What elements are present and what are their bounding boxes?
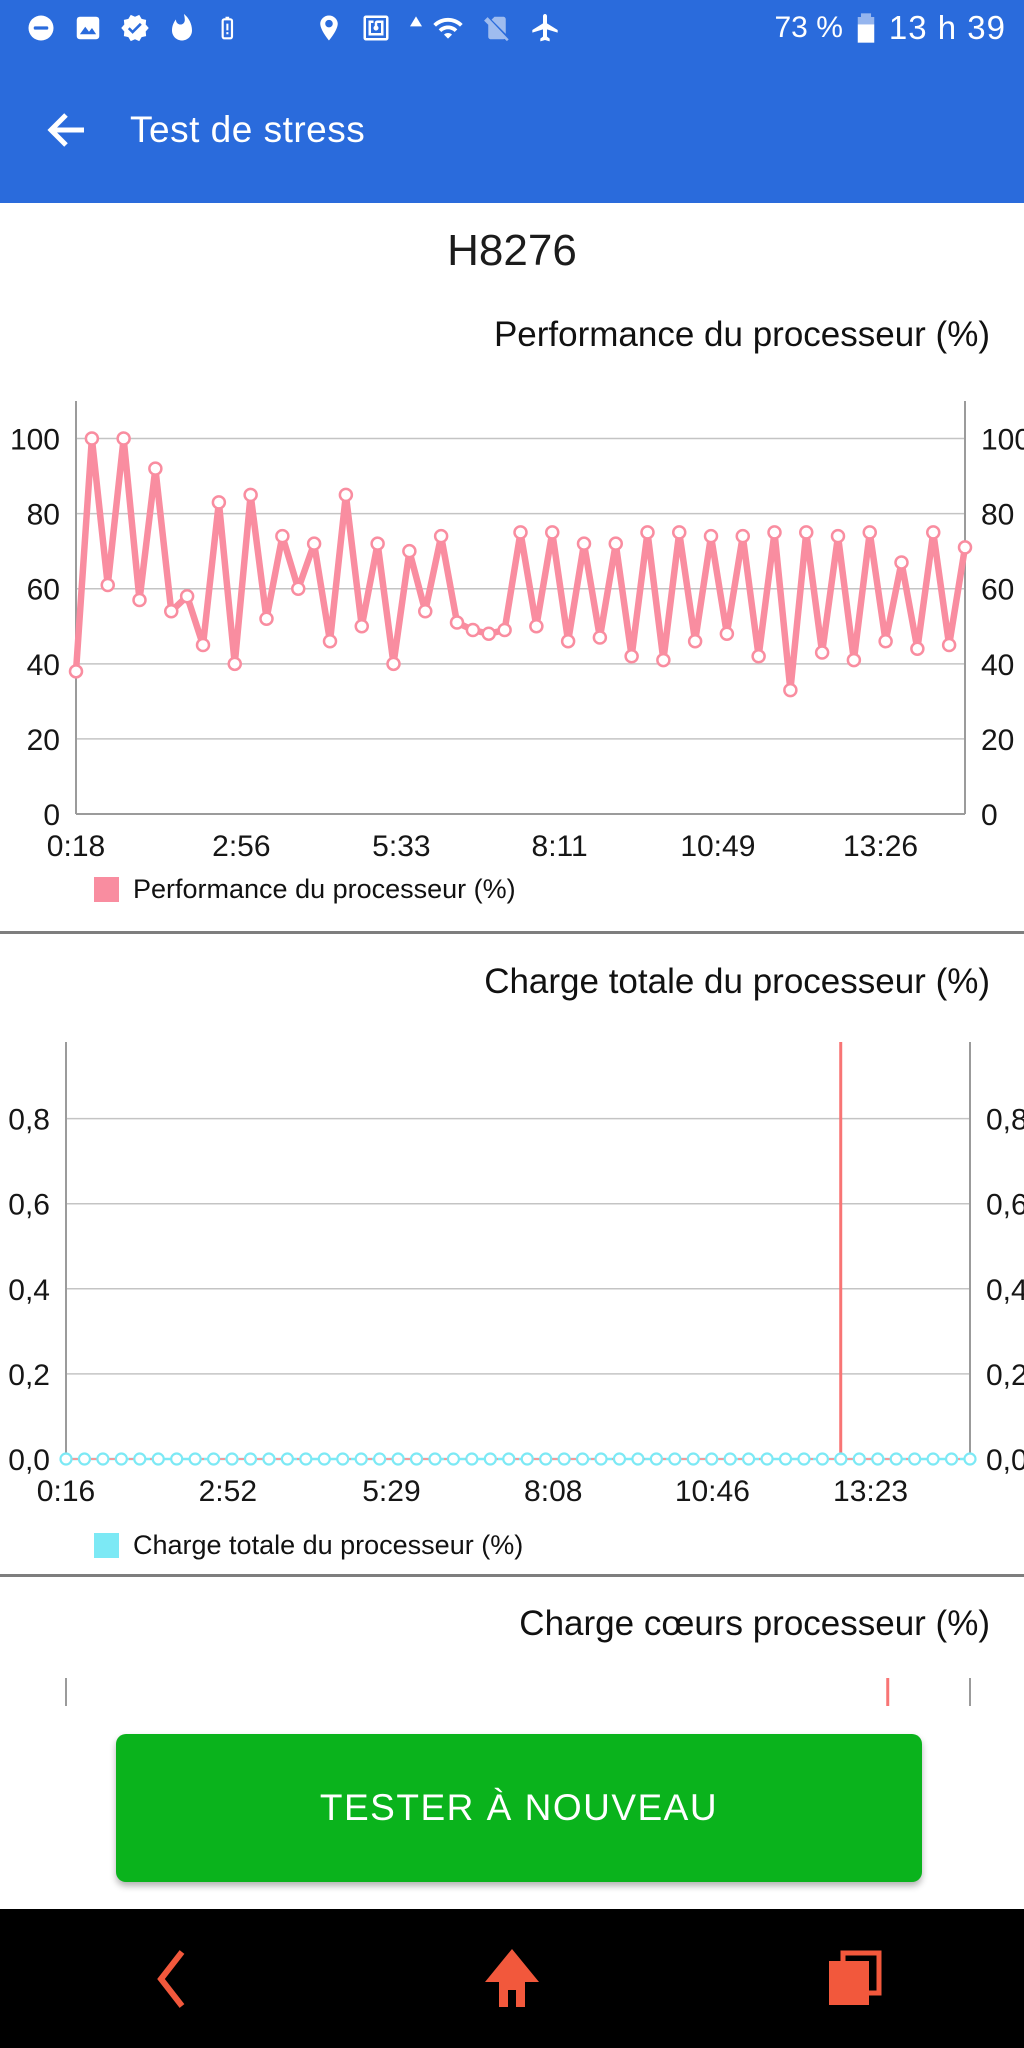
- nav-back-button[interactable]: [0, 1947, 341, 2011]
- core-load-chart-title: Charge cœurs processeur (%): [519, 1604, 990, 1643]
- location-icon: [314, 13, 344, 43]
- total-load-legend-swatch: [94, 1533, 119, 1558]
- nav-back-icon: [156, 1949, 185, 2008]
- core-load-chart: [0, 1676, 1024, 1708]
- performance-legend-label: Performance du processeur (%): [133, 874, 516, 904]
- svg-text:0,8: 0,8: [8, 1104, 50, 1137]
- svg-text:0,6: 0,6: [8, 1189, 50, 1222]
- svg-text:10:46: 10:46: [675, 1475, 750, 1508]
- svg-text:10:49: 10:49: [680, 830, 755, 863]
- total-load-chart-svg: 0,0 0,0 0,2 0,2 0,4 0,4 0,6 0,6 0,8 0,8 0:16 2:52 5:…: [8, 1042, 1024, 1508]
- svg-text:0,4: 0,4: [986, 1274, 1024, 1307]
- nav-home-icon: [484, 1948, 539, 2007]
- svg-text:0:16: 0:16: [37, 1475, 95, 1508]
- svg-text:0,4: 0,4: [8, 1274, 50, 1307]
- svg-text:0,0: 0,0: [986, 1444, 1024, 1477]
- svg-text:60: 60: [27, 574, 60, 607]
- badge-check-icon: [120, 13, 150, 43]
- svg-text:80: 80: [27, 499, 60, 532]
- wifi-icon: [431, 12, 465, 44]
- section-divider: [0, 931, 1024, 934]
- svg-text:2:56: 2:56: [212, 830, 270, 863]
- svg-text:0: 0: [981, 799, 998, 832]
- screenshot-icon: [73, 13, 103, 43]
- airplane-icon: [529, 12, 561, 44]
- total-load-legend-label: Charge totale du processeur (%): [133, 1530, 524, 1560]
- performance-chart-svg: 0 0 20 20 40 40 60 60 80 80 100 100 0:18 2:56 5:33 8:11…: [10, 401, 1024, 863]
- svg-text:0,0: 0,0: [8, 1444, 50, 1477]
- svg-text:13:26: 13:26: [843, 830, 918, 863]
- svg-text:100: 100: [981, 424, 1024, 457]
- performance-legend: Performance du processeur (%): [94, 874, 516, 905]
- svg-text:0,8: 0,8: [986, 1104, 1024, 1137]
- svg-text:2:52: 2:52: [199, 1475, 257, 1508]
- total-load-legend: Charge totale du processeur (%): [94, 1530, 523, 1561]
- battery-alert-icon: [214, 13, 240, 43]
- battery-percent-label: 73 %: [774, 11, 843, 44]
- do-not-disturb-icon: [26, 13, 56, 43]
- clock-label: 13 h 39: [888, 9, 1006, 46]
- svg-text:80: 80: [981, 499, 1014, 532]
- svg-text:0,2: 0,2: [8, 1359, 50, 1392]
- nfc-icon: [361, 13, 391, 43]
- app-bar: Test de stress: [0, 56, 1024, 203]
- test-again-button[interactable]: TESTER À NOUVEAU: [116, 1734, 922, 1882]
- nav-recents-button[interactable]: [683, 1947, 1024, 2011]
- svg-text:0,2: 0,2: [986, 1359, 1024, 1392]
- status-bar: 73 % 13 h 39: [0, 0, 1024, 56]
- status-bar-right: 73 % 13 h 39: [775, 9, 1007, 47]
- svg-text:20: 20: [27, 724, 60, 757]
- status-icons: [26, 12, 561, 44]
- svg-text:5:33: 5:33: [372, 830, 430, 863]
- svg-text:60: 60: [981, 574, 1014, 607]
- total-load-chart: 0,0 0,0 0,2 0,2 0,4 0,4 0,6 0,6 0,8 0,8 0:16 2:52 5:…: [0, 1037, 1024, 1512]
- svg-text:100: 100: [10, 424, 60, 457]
- nav-home-button[interactable]: [341, 1948, 682, 2009]
- navigation-bar: [0, 1909, 1024, 2048]
- performance-legend-swatch: [94, 877, 119, 902]
- total-load-chart-title: Charge totale du processeur (%): [484, 962, 990, 1001]
- flame-icon: [167, 13, 197, 43]
- page-title: Test de stress: [130, 108, 366, 150]
- svg-text:13:23: 13:23: [833, 1475, 908, 1508]
- svg-text:0: 0: [43, 799, 60, 832]
- svg-text:20: 20: [981, 724, 1014, 757]
- svg-text:40: 40: [27, 649, 60, 682]
- svg-text:8:08: 8:08: [524, 1475, 582, 1508]
- svg-text:5:29: 5:29: [362, 1475, 420, 1508]
- core-load-chart-svg: [65, 1678, 971, 1706]
- no-sim-icon: [482, 13, 512, 43]
- nav-recents-icon: [829, 1950, 882, 2005]
- performance-chart: 0 0 20 20 40 40 60 60 80 80 100 100 0:18 2:56 5:33 8:11…: [0, 392, 1024, 867]
- vpn-icon: [408, 13, 424, 29]
- svg-text:0,6: 0,6: [986, 1189, 1024, 1222]
- device-name: H8276: [447, 226, 577, 275]
- back-arrow-icon[interactable]: [44, 110, 88, 150]
- svg-text:40: 40: [981, 649, 1014, 682]
- svg-text:0:18: 0:18: [47, 830, 105, 863]
- svg-text:8:11: 8:11: [532, 830, 588, 863]
- battery-icon: [855, 11, 877, 45]
- performance-chart-title: Performance du processeur (%): [493, 315, 990, 354]
- section-divider: [0, 1574, 1024, 1577]
